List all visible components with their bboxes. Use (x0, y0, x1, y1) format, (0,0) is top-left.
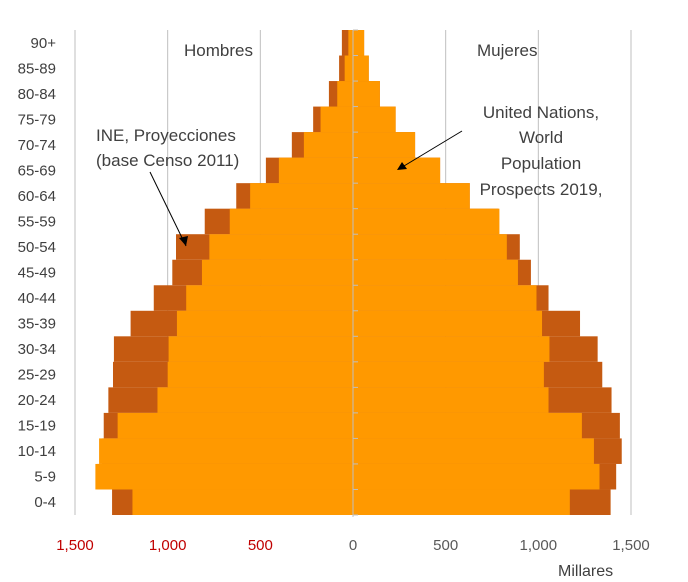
x-tick-label-6: 1,500 (612, 537, 650, 554)
bar-mujeres-s2-85-89 (353, 55, 369, 82)
category-label-40-44: 40-44 (18, 290, 56, 307)
category-label-50-54: 50-54 (18, 239, 56, 256)
bar-hombres-s2-55-59 (229, 208, 353, 235)
category-labels: 0-4 5-9 10-14 15-19 20-24 25-29 30-34 35-39 40-4… (18, 35, 57, 511)
bar-hombres-s2-0-4 (132, 489, 353, 515)
bar-hombres-s2-75-79 (320, 106, 353, 133)
bar-mujeres-s2-20-24 (353, 387, 549, 413)
category-label-15-19: 15-19 (18, 418, 56, 435)
bar-hombres-s2-45-49 (201, 259, 353, 286)
bar-hombres-s2-90+ (348, 30, 353, 56)
x-tick-label-0: 1,500 (56, 537, 94, 554)
x-tick-label-3: 0 (349, 537, 357, 554)
category-label-5-9: 5-9 (34, 469, 56, 486)
annotation-un-line-2: World (519, 128, 563, 147)
bar-hombres-s2-20-24 (157, 387, 353, 413)
bar-mujeres-s2-5-9 (353, 463, 600, 490)
category-label-10-14: 10-14 (18, 443, 56, 460)
bar-mujeres-s2-80-84 (353, 81, 380, 107)
category-label-45-49: 45-49 (18, 265, 56, 282)
category-label-55-59: 55-59 (18, 213, 56, 230)
x-axis (352, 29, 358, 517)
bar-mujeres-s2-30-34 (353, 336, 550, 362)
bar-hombres-s2-80-84 (337, 81, 353, 107)
category-label-30-34: 30-34 (18, 341, 56, 358)
bar-hombres-s2-40-44 (186, 285, 353, 311)
bar-mujeres-s2-50-54 (353, 234, 507, 260)
annotation-ine-line-1: INE, Proyecciones (96, 126, 236, 145)
category-label-35-39: 35-39 (18, 316, 56, 333)
bar-hombres-s1-90+ (341, 30, 353, 56)
category-label-20-24: 20-24 (18, 392, 56, 409)
x-axis-unit-label: Millares (558, 563, 613, 580)
bar-mujeres-s2-40-44 (353, 285, 537, 311)
bar-mujeres-s2-60-64 (353, 183, 470, 209)
x-tick-labels: 1,500 1,000 500 0 500 1,000 1,500 (56, 537, 650, 554)
annotation-ine: INE, Proyecciones (base Censo 2011) (96, 126, 239, 247)
bar-mujeres-s2-65-69 (353, 157, 441, 184)
category-label-0-4: 0-4 (34, 494, 56, 511)
annotation-un-line-1: United Nations, (483, 103, 599, 122)
bar-hombres-s2-85-89 (344, 55, 353, 82)
bar-hombres-s2-5-9 (95, 463, 354, 490)
bar-mujeres-s2-90+ (353, 30, 365, 56)
bar-mujeres-s2-35-39 (353, 310, 543, 337)
bar-hombres-s2-70-74 (303, 132, 353, 158)
bar-mujeres-s2-25-29 (353, 361, 544, 388)
category-label-80-84: 80-84 (18, 86, 56, 103)
category-label-90+: 90+ (31, 35, 57, 52)
label-hombres: Hombres (184, 41, 253, 60)
bar-hombres-s2-65-69 (278, 157, 353, 184)
bar-mujeres-s2-55-59 (353, 208, 500, 235)
bar-hombres-s2-50-54 (209, 234, 353, 260)
bar-mujeres-s2-0-4 (353, 489, 570, 515)
bar-hombres-s2-60-64 (250, 183, 353, 209)
annotation-ine-line-2: (base Censo 2011) (96, 151, 239, 170)
annotation-un-line-4: Prospects 2019, (480, 180, 603, 199)
bar-hombres-s2-10-14 (99, 438, 354, 464)
bar-hombres-s2-30-34 (168, 336, 353, 362)
annotation-ine-arrow (149, 171, 187, 247)
bar-hombres-s2-35-39 (176, 310, 353, 337)
bars-series-2 (95, 30, 600, 515)
category-label-60-64: 60-64 (18, 188, 56, 205)
bar-mujeres-s2-15-19 (353, 412, 582, 439)
category-label-70-74: 70-74 (18, 137, 56, 154)
category-label-75-79: 75-79 (18, 111, 56, 128)
bar-hombres-s2-25-29 (167, 361, 353, 388)
category-label-25-29: 25-29 (18, 367, 56, 384)
annotation-un-arrowhead (397, 162, 407, 170)
label-mujeres: Mujeres (477, 41, 537, 60)
bar-hombres-s2-15-19 (117, 412, 353, 439)
annotation-ine-arrowhead (179, 236, 188, 246)
annotation-un-arrow (398, 130, 463, 170)
x-tick-label-2: 500 (248, 537, 273, 554)
x-tick-label-5: 1,000 (520, 537, 558, 554)
bar-mujeres-s2-45-49 (353, 259, 518, 286)
bar-mujeres-s2-75-79 (353, 106, 396, 133)
category-label-85-89: 85-89 (18, 60, 56, 77)
bar-mujeres-s2-10-14 (353, 438, 594, 464)
category-label-65-69: 65-69 (18, 162, 56, 179)
x-tick-label-4: 500 (433, 537, 458, 554)
annotation-un-line-3: Population (501, 154, 581, 173)
x-tick-label-1: 1,000 (149, 537, 187, 554)
bar-mujeres-s2-70-74 (353, 132, 416, 158)
annotation-un: United Nations, World Population Prospec… (397, 103, 602, 199)
